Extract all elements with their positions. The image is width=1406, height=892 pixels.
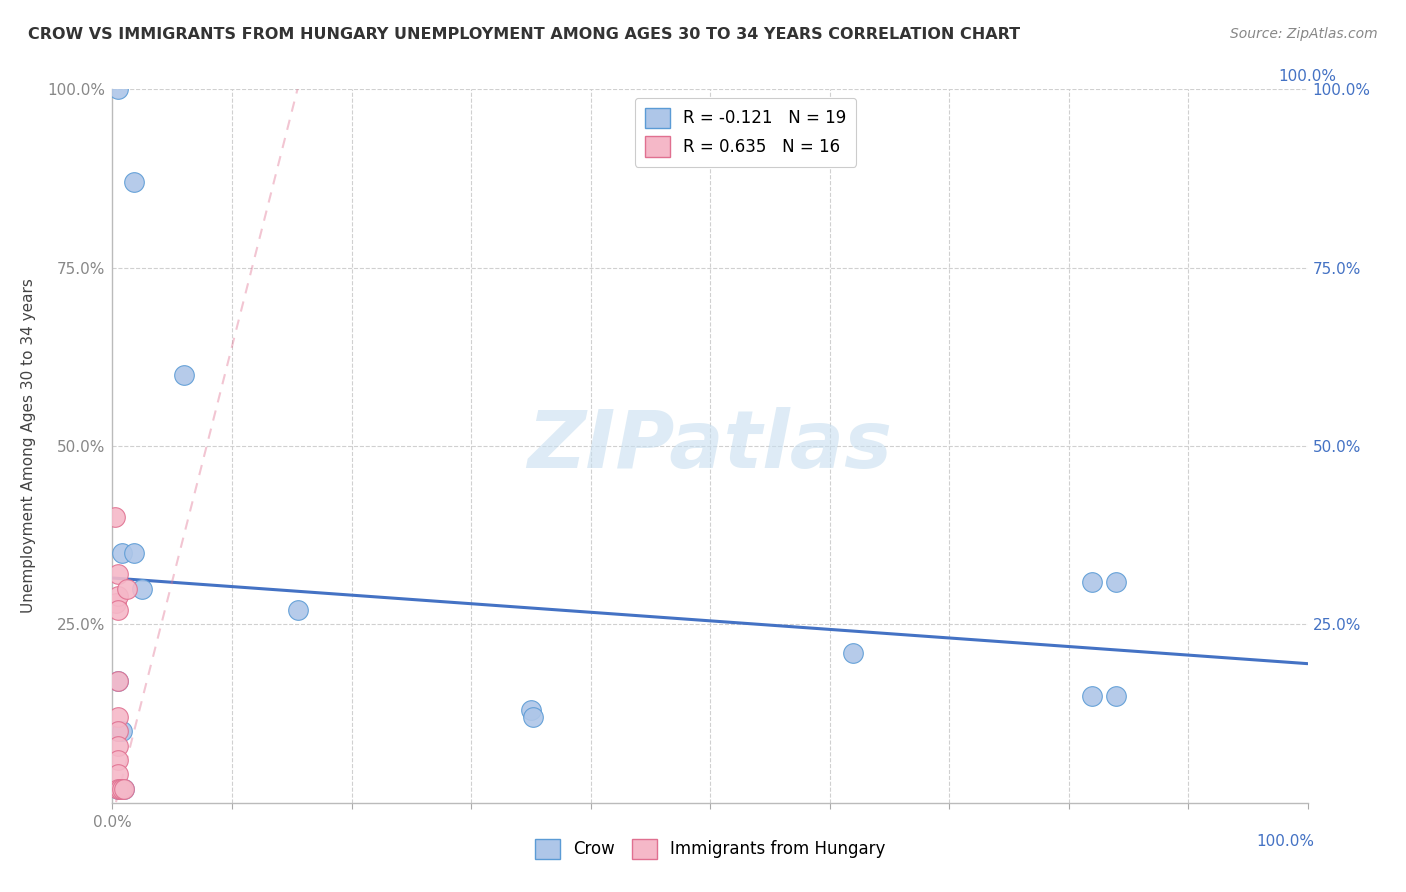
- Point: [522, 710, 544, 724]
- Point: [111, 546, 134, 560]
- Point: [107, 674, 129, 689]
- Point: [111, 724, 134, 739]
- Point: [107, 603, 129, 617]
- Text: Source: ZipAtlas.com: Source: ZipAtlas.com: [1230, 27, 1378, 41]
- Point: [107, 674, 129, 689]
- Point: [111, 781, 134, 796]
- Text: CROW VS IMMIGRANTS FROM HUNGARY UNEMPLOYMENT AMONG AGES 30 TO 34 YEARS CORRELATI: CROW VS IMMIGRANTS FROM HUNGARY UNEMPLOY…: [28, 27, 1021, 42]
- Point: [842, 646, 865, 660]
- Point: [107, 567, 129, 582]
- Point: [131, 582, 153, 596]
- Point: [107, 739, 129, 753]
- Point: [115, 582, 138, 596]
- Point: [1081, 689, 1104, 703]
- Point: [1105, 689, 1128, 703]
- Point: [105, 596, 128, 610]
- Point: [107, 589, 129, 603]
- Point: [122, 546, 145, 560]
- Legend: Crow, Immigrants from Hungary: Crow, Immigrants from Hungary: [529, 832, 891, 866]
- Point: [173, 368, 195, 382]
- Point: [104, 510, 127, 524]
- Point: [107, 710, 129, 724]
- Point: [107, 753, 129, 767]
- Point: [114, 781, 135, 796]
- Point: [1105, 574, 1128, 589]
- Point: [520, 703, 543, 717]
- Text: ZIPatlas: ZIPatlas: [527, 407, 893, 485]
- Point: [114, 781, 135, 796]
- Point: [107, 724, 129, 739]
- Point: [107, 781, 129, 796]
- Text: 100.0%: 100.0%: [1257, 834, 1315, 849]
- Point: [107, 781, 129, 796]
- Point: [108, 781, 131, 796]
- Point: [287, 603, 309, 617]
- Point: [122, 175, 145, 189]
- Point: [107, 82, 129, 96]
- Y-axis label: Unemployment Among Ages 30 to 34 years: Unemployment Among Ages 30 to 34 years: [21, 278, 37, 614]
- Point: [107, 724, 129, 739]
- Point: [1081, 574, 1104, 589]
- Point: [107, 767, 129, 781]
